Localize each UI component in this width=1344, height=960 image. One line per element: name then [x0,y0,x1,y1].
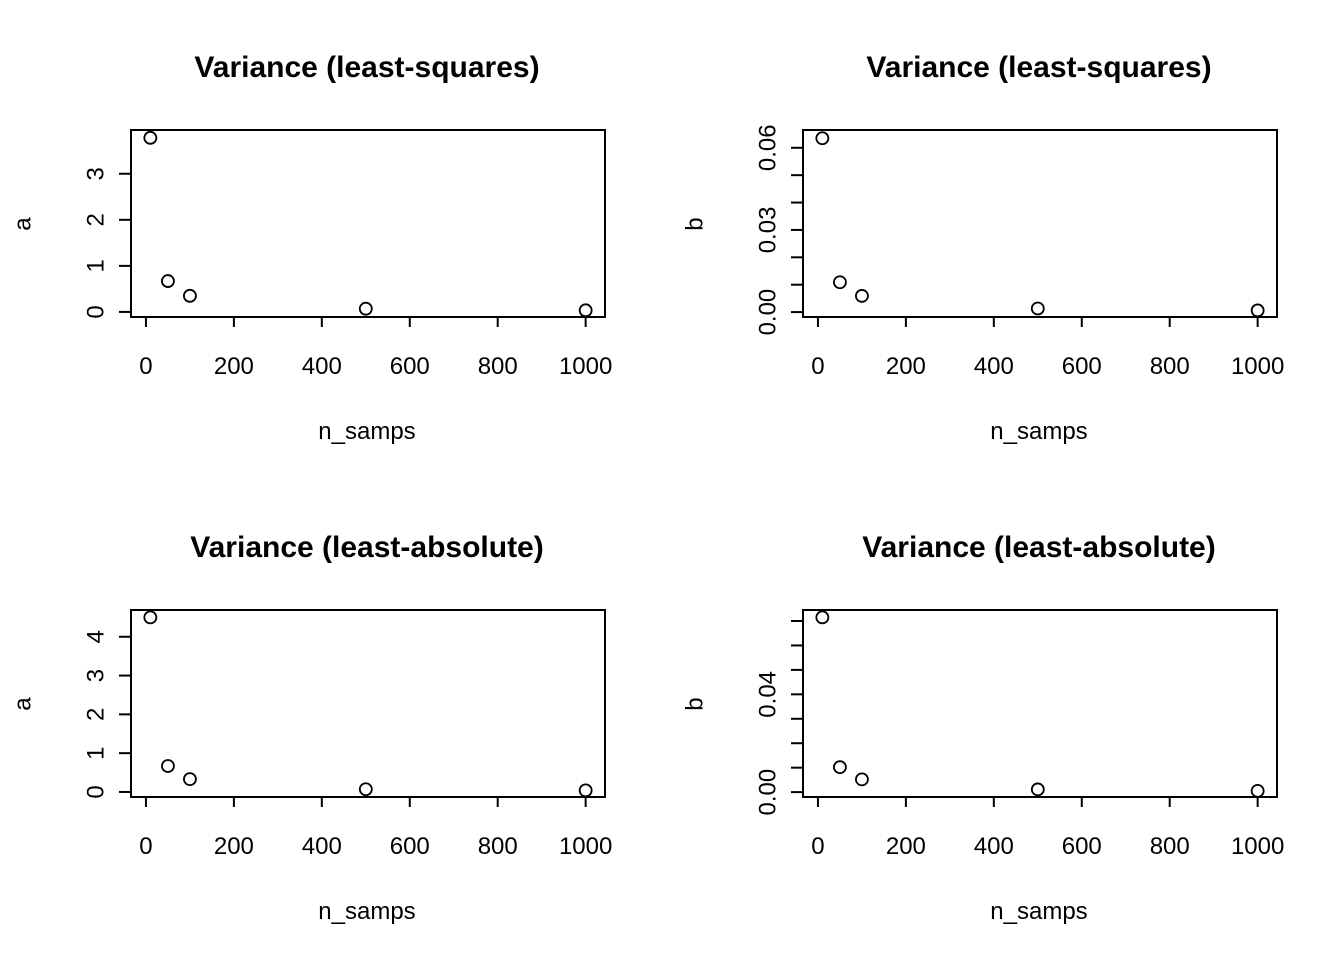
y-tick-label: 1 [82,746,109,759]
data-point [358,782,373,797]
plot-frame [802,129,1278,318]
data-point [1250,303,1265,318]
chart-title: Variance (least-absolute) [190,531,543,564]
panel-1: Variance (least-squares) 0 200 400 600 800 100… [9,51,612,445]
x-axis-label: n_samps [990,418,1087,445]
y-tick-label: 0.06 [754,124,781,171]
x-tick-label: 0 [139,353,152,380]
x-axis-label: n_samps [990,898,1087,925]
y-tick-label: 1 [82,259,109,272]
x-tick-label: 1000 [1231,353,1284,380]
panel-4: Variance (least-absolute) 0 200 400 600 800 10… [681,531,1284,925]
data-point [855,289,869,303]
y-tick-label: 0.04 [754,671,781,718]
x-tick-label: 600 [1062,353,1102,380]
panel-3: Variance (least-absolute)0 200 400 600 800 10… [9,531,612,925]
data-point [578,303,593,318]
x-tick-label: 600 [1062,833,1102,860]
chart-title: Variance (least-squares) [194,51,539,84]
data-point [855,772,869,787]
y-tick-label: 0.00 [754,289,781,336]
panel-2: Variance (least-squares) 0 200 400 600 800 100… [681,51,1284,445]
x-tick-label: 600 [390,833,430,860]
x-tick-label: 400 [302,353,342,380]
x-tick-label: 800 [1150,353,1190,380]
chart-title: Variance (least-squares) [866,51,1211,84]
y-tick-label: 0.00 [754,769,781,816]
x-tick-label: 200 [214,833,254,860]
x-tick-label: 200 [214,353,254,380]
y-tick-label: 0 [82,305,109,318]
x-tick-label: 200 [886,833,926,860]
y-axis-label: b [681,697,708,710]
y-tick-label: 3 [82,167,109,180]
y-tick-label: 0 [82,785,109,798]
data-point [1030,301,1045,316]
data-point [183,772,197,787]
data-point [161,274,175,288]
data-point [815,131,830,146]
x-tick-label: 0 [811,353,824,380]
y-tick-label: 3 [82,669,109,682]
x-tick-label: 800 [1150,833,1190,860]
data-point [815,610,830,625]
plot-frame [802,609,1278,798]
y-axis-label: a [9,697,36,711]
x-tick-label: 200 [886,353,926,380]
x-tick-label: 400 [974,353,1014,380]
data-point [578,783,593,798]
data-point [358,301,373,316]
plot-frame [130,129,606,318]
y-tick-label: 4 [82,630,109,643]
y-tick-label: 2 [82,708,109,721]
y-tick-label: 2 [82,213,109,226]
data-point [1030,782,1045,797]
data-point [1250,783,1265,798]
x-axis-label: n_samps [318,898,415,925]
data-point [833,760,847,775]
x-tick-label: 0 [139,833,152,860]
x-tick-label: 600 [390,353,430,380]
x-tick-label: 400 [302,833,342,860]
x-tick-label: 800 [478,353,518,380]
data-point [161,759,175,773]
plot-frame [130,609,606,798]
x-tick-label: 1000 [559,833,612,860]
y-axis-label: b [681,217,708,230]
data-point [143,610,158,625]
x-tick-label: 0 [811,833,824,860]
data-point [143,130,158,145]
chart-title: Variance (least-absolute) [862,531,1215,564]
x-tick-label: 1000 [1231,833,1284,860]
x-axis-label: n_samps [318,418,415,445]
data-point [833,275,847,290]
x-tick-label: 400 [974,833,1014,860]
x-tick-label: 1000 [559,353,612,380]
y-tick-label: 0.03 [754,207,781,254]
x-tick-label: 800 [478,833,518,860]
y-axis-label: a [9,217,36,231]
data-point [183,288,197,303]
